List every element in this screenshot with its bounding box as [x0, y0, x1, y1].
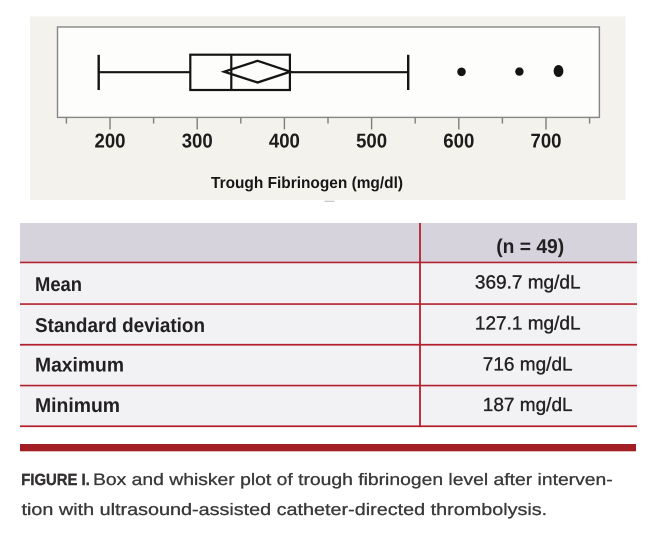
svg-text:600: 600	[443, 130, 474, 152]
svg-text:500: 500	[356, 130, 387, 152]
svg-text:Maximum: Maximum	[35, 355, 124, 377]
svg-text:300: 300	[182, 130, 213, 152]
svg-text:400: 400	[269, 130, 300, 152]
svg-text:Standard deviation: Standard deviation	[35, 315, 205, 337]
svg-text:716 mg/dL: 716 mg/dL	[483, 354, 573, 375]
svg-text:Trough Fibrinogen (mg/dl): Trough Fibrinogen (mg/dl)	[211, 175, 403, 192]
svg-text:369.7 mg/dL: 369.7 mg/dL	[475, 273, 581, 294]
svg-text:Mean: Mean	[35, 274, 82, 296]
svg-text:187 mg/dL: 187 mg/dL	[483, 395, 573, 416]
svg-text:Box and whisker plot of trough: Box and whisker plot of trough fibrinoge…	[93, 470, 613, 489]
svg-text:200: 200	[95, 130, 126, 152]
svg-text:127.1 mg/dL: 127.1 mg/dL	[475, 314, 581, 335]
svg-text:(n = 49): (n = 49)	[496, 236, 564, 258]
svg-text:Minimum: Minimum	[35, 395, 120, 417]
svg-text:FIGURE I.: FIGURE I.	[21, 471, 90, 489]
svg-text:tion with ultrasound-assisted: tion with ultrasound-assisted catheter-d…	[22, 500, 548, 519]
svg-text:700: 700	[531, 130, 562, 152]
